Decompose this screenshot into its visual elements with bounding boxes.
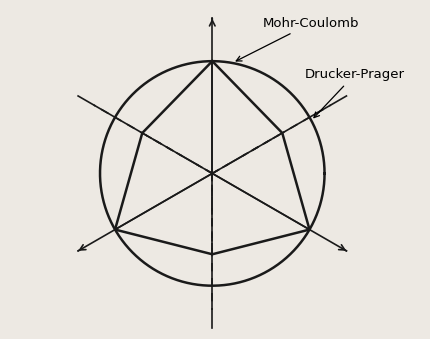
Text: Drucker-Prager: Drucker-Prager	[304, 68, 404, 118]
Text: Mohr-Coulomb: Mohr-Coulomb	[236, 17, 359, 61]
